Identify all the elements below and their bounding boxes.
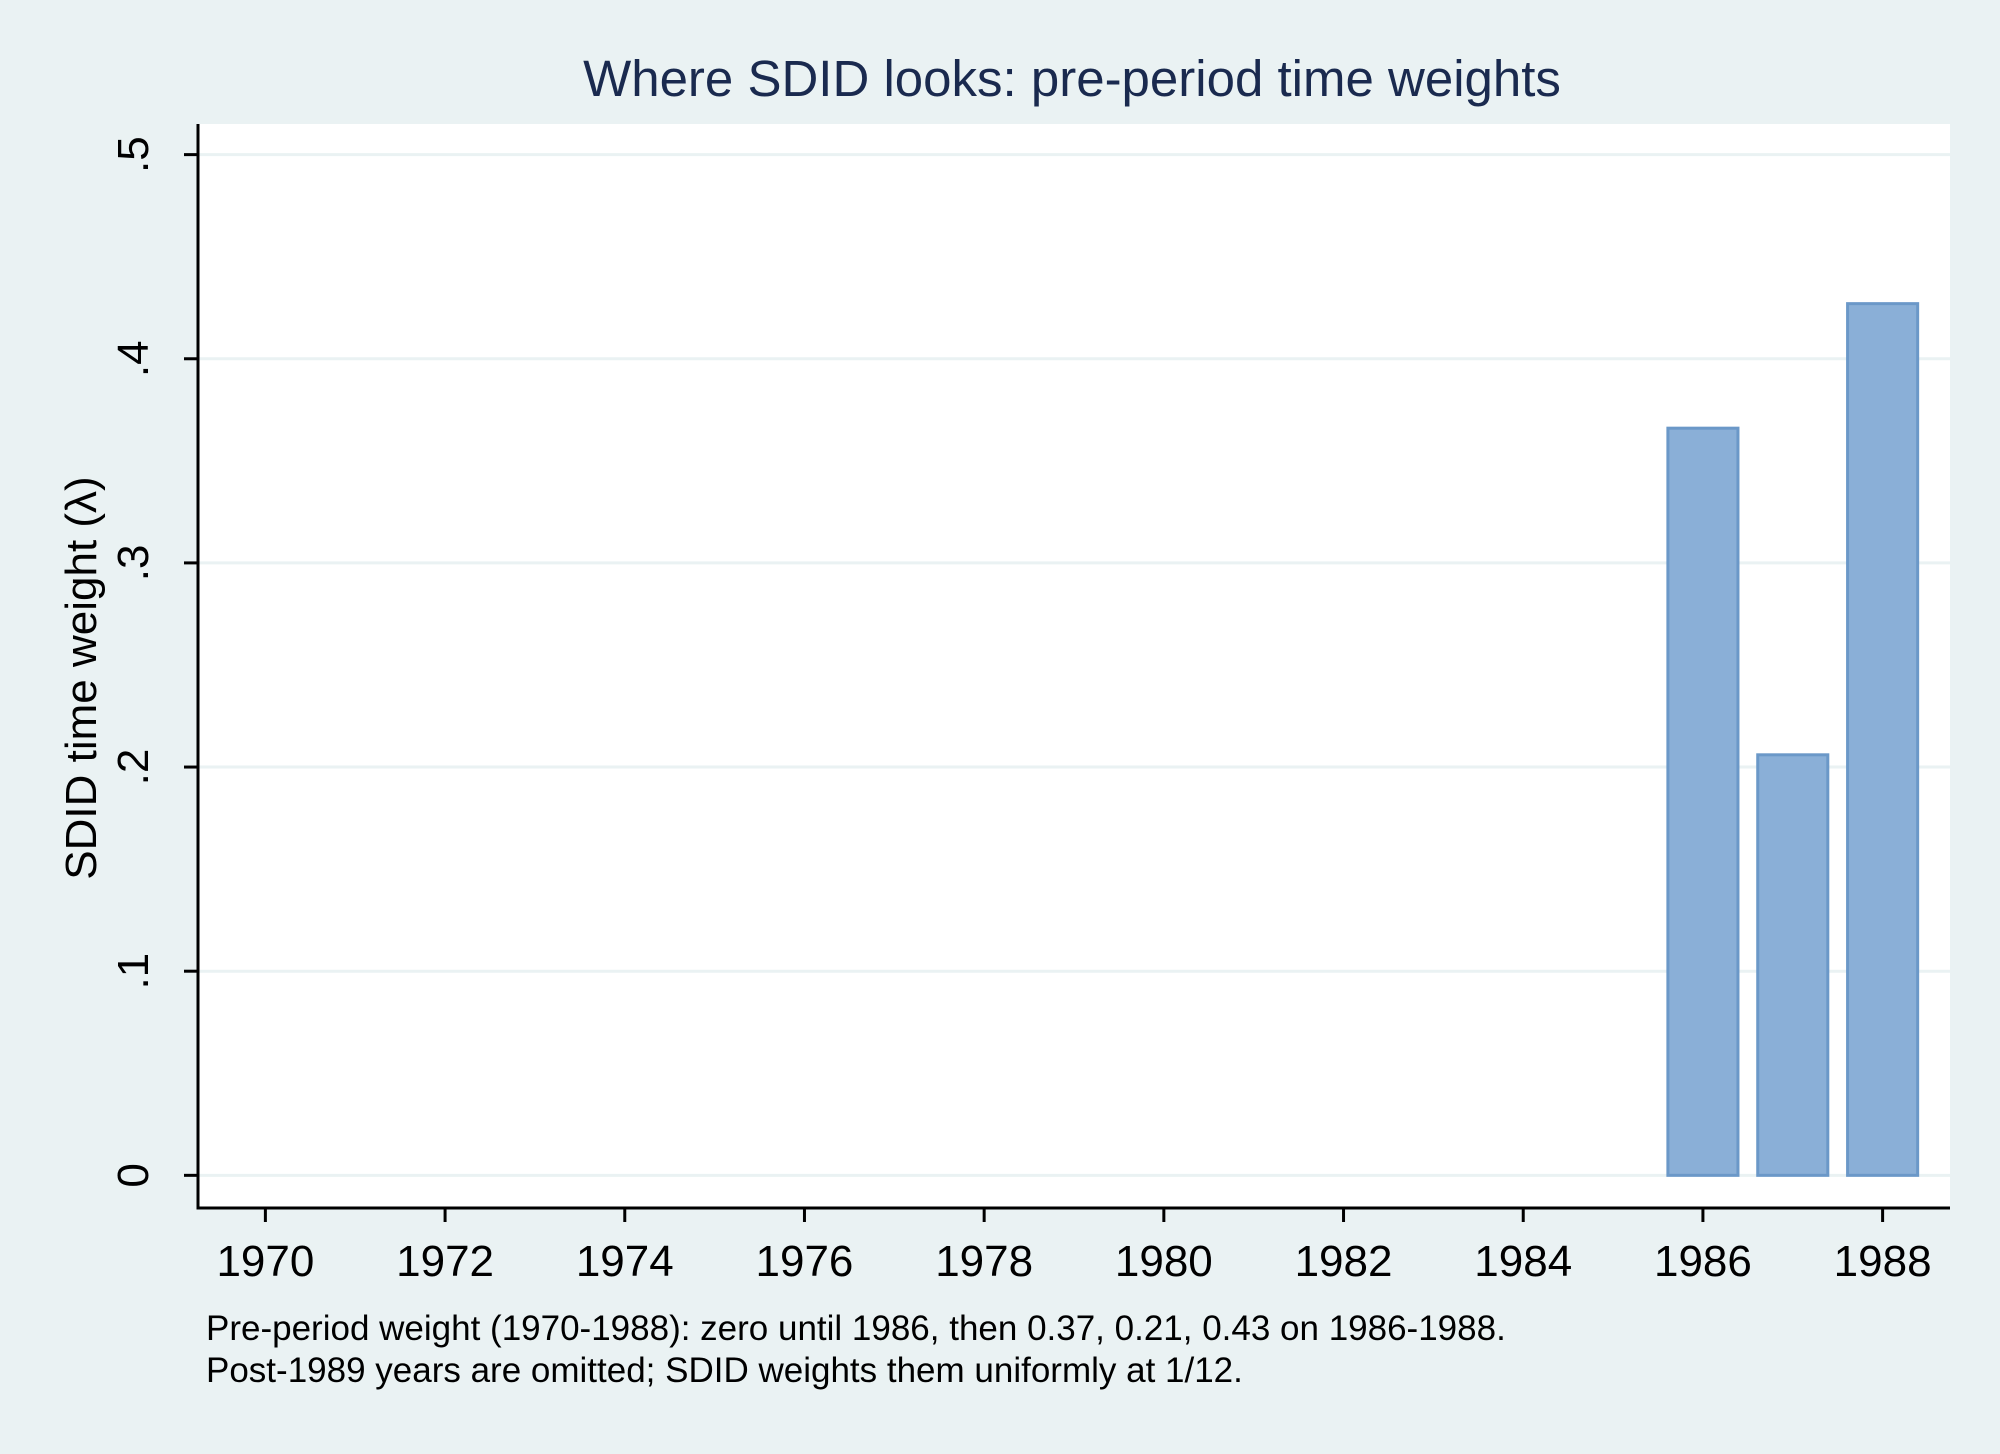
bar-1987: [1756, 753, 1830, 1177]
x-tick-label: 1988: [1834, 1237, 1932, 1286]
x-tick-label: 1976: [756, 1237, 854, 1286]
gridlines: [198, 153, 1950, 1177]
x-tick-label: 1980: [1115, 1237, 1213, 1286]
x-tick-label: 1972: [396, 1237, 494, 1286]
bar-1986: [1666, 426, 1740, 1177]
axes: [196, 124, 1950, 1210]
bars: [1666, 302, 1920, 1177]
x-axis-ticks: 1970 1972 1974 1976 1978 1980 1982 1984 1986 1988: [216, 1208, 1932, 1286]
x-tick-label: 1984: [1474, 1237, 1572, 1286]
y-tick-label: .1: [109, 953, 158, 990]
x-tick-label: 1974: [576, 1237, 674, 1286]
y-axis-ticks: 0 .1 .2 .3 .4 .5: [109, 136, 198, 1188]
y-tick-label: .5: [109, 136, 158, 173]
y-tick-label: .3: [109, 545, 158, 582]
x-tick-label: 1982: [1295, 1237, 1393, 1286]
plot-area: [198, 124, 1950, 1208]
y-tick-label: .4: [109, 340, 158, 377]
bar-1988: [1846, 302, 1920, 1177]
chart-note-line-1: Pre-period weight (1970-1988): zero unti…: [206, 1309, 1506, 1348]
chart-note-line-2: Post-1989 years are omitted; SDID weight…: [206, 1351, 1243, 1390]
y-axis-title: SDID time weight (λ): [57, 476, 106, 879]
x-tick-label: 1986: [1654, 1237, 1752, 1286]
y-tick-label: .2: [109, 749, 158, 786]
chart-title: Where SDID looks: pre-period time weight…: [583, 50, 1561, 107]
x-tick-label: 1978: [935, 1237, 1033, 1286]
x-tick-label: 1970: [216, 1237, 314, 1286]
y-tick-label: 0: [109, 1163, 158, 1187]
